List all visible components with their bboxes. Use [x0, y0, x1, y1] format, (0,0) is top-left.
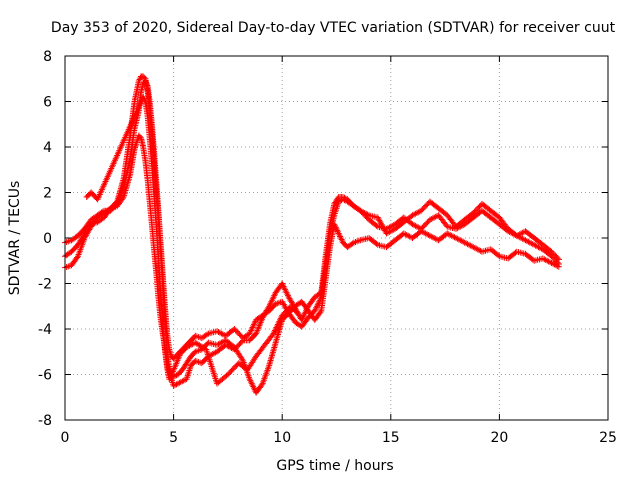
y-tick-label: -4 [38, 322, 52, 338]
chart-title: Day 353 of 2020, Sidereal Day-to-day VTE… [51, 20, 616, 36]
data-point [373, 222, 380, 229]
y-tick-label: 2 [43, 186, 52, 202]
x-axis-ticks: 0 5 10 15 20 25 [61, 56, 617, 446]
y-tick-label: -2 [38, 277, 52, 293]
y-tick-label: 6 [43, 95, 52, 111]
x-tick-label: 10 [273, 430, 291, 446]
data-point [119, 195, 126, 202]
y-tick-label: -8 [38, 413, 52, 429]
x-tick-label: 15 [382, 430, 400, 446]
x-tick-label: 5 [169, 430, 178, 446]
data-point [317, 309, 324, 316]
x-tick-label: 25 [599, 430, 617, 446]
y-tick-label: 8 [43, 49, 52, 65]
data-point [295, 311, 302, 318]
y-tick-label: 4 [43, 140, 52, 156]
y-axis-ticks: -8 -6 -4 -2 0 2 4 6 8 [38, 49, 608, 429]
y-axis-label: SDTVAR / TECUs [7, 181, 23, 296]
y-tick-label: -6 [38, 368, 52, 384]
x-tick-label: 20 [490, 430, 508, 446]
data-point [294, 309, 301, 316]
data-point [204, 331, 210, 338]
grid-lines [65, 56, 608, 420]
data-point [555, 263, 562, 270]
data-markers [62, 73, 562, 396]
series-track-d [83, 93, 302, 387]
series-track-c [62, 132, 562, 396]
data-point [99, 208, 106, 215]
y-tick-label: 0 [43, 231, 52, 247]
x-axis-label: GPS time / hours [276, 458, 393, 474]
x-tick-label: 0 [61, 430, 70, 446]
